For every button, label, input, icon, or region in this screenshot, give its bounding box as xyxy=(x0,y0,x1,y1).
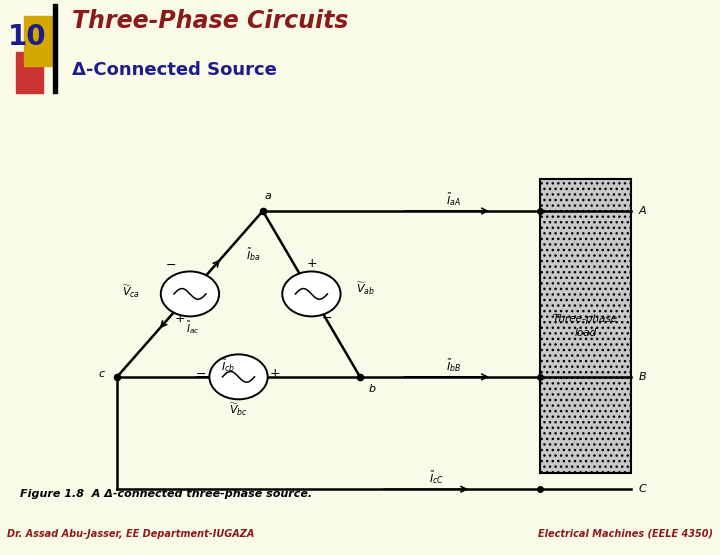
Circle shape xyxy=(210,355,268,399)
Text: $\widetilde{I}_{bB}$: $\widetilde{I}_{bB}$ xyxy=(446,357,462,374)
Text: $\widetilde{V}_{bc}$: $\widetilde{V}_{bc}$ xyxy=(229,402,248,418)
Text: B: B xyxy=(639,372,647,382)
Text: Electrical Machines (EELE 4350): Electrical Machines (EELE 4350) xyxy=(538,528,713,539)
Text: b: b xyxy=(369,384,376,394)
Text: $+$: $+$ xyxy=(306,257,317,270)
Text: a: a xyxy=(265,191,272,201)
Text: $\widetilde{V}_{ca}$: $\widetilde{V}_{ca}$ xyxy=(122,283,140,300)
Text: Dr. Assad Abu-Jasser, EE Department-IUGAZA: Dr. Assad Abu-Jasser, EE Department-IUGA… xyxy=(7,528,255,539)
Text: $\widetilde{I}_{aA}$: $\widetilde{I}_{aA}$ xyxy=(446,191,462,208)
Text: $+$: $+$ xyxy=(269,367,280,380)
Text: C: C xyxy=(639,484,647,494)
Text: c: c xyxy=(99,369,105,379)
Text: Δ-Connected Source: Δ-Connected Source xyxy=(72,61,277,79)
Text: $-$: $-$ xyxy=(195,367,206,380)
Circle shape xyxy=(282,271,341,316)
Text: 10: 10 xyxy=(8,23,47,51)
Text: $-$: $-$ xyxy=(321,311,332,324)
Text: Figure 1.8  A Δ-connected three-phase source.: Figure 1.8 A Δ-connected three-phase sou… xyxy=(20,488,312,498)
Bar xyxy=(16,52,43,93)
Text: Three-phase
load: Three-phase load xyxy=(553,315,618,337)
Circle shape xyxy=(161,271,219,316)
Text: A: A xyxy=(639,206,647,216)
Text: $\widetilde{I}_{ac}$: $\widetilde{I}_{ac}$ xyxy=(186,319,199,336)
Text: Three-Phase Circuits: Three-Phase Circuits xyxy=(72,9,348,33)
Bar xyxy=(541,179,631,473)
Text: $\widetilde{V}_{ab}$: $\widetilde{V}_{ab}$ xyxy=(356,280,375,297)
Bar xyxy=(24,16,52,66)
Text: $\widetilde{I}_{cC}$: $\widetilde{I}_{cC}$ xyxy=(429,469,444,486)
Text: $+$: $+$ xyxy=(174,312,185,325)
Bar xyxy=(53,4,57,93)
Text: $\widetilde{I}_{ba}$: $\widetilde{I}_{ba}$ xyxy=(246,246,261,263)
Text: $\widetilde{I}_{cb}$: $\widetilde{I}_{cb}$ xyxy=(221,357,235,374)
Text: $-$: $-$ xyxy=(165,258,176,271)
